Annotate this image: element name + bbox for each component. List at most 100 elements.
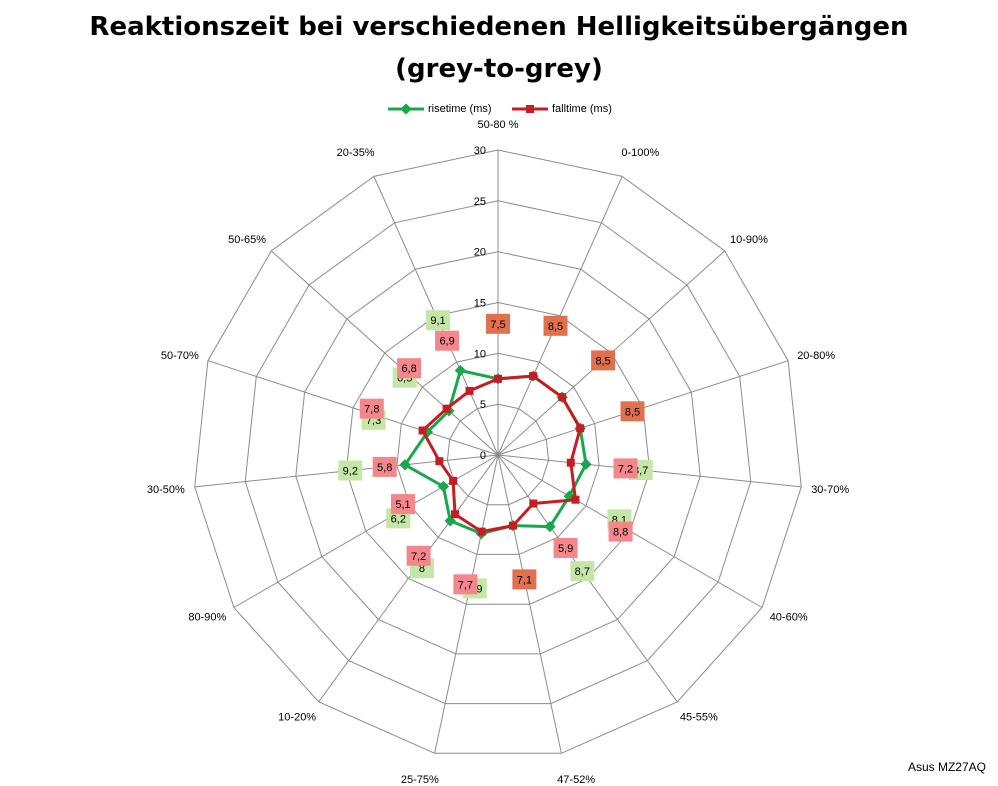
category-label: 50-65% xyxy=(228,234,266,246)
category-label: 30-70% xyxy=(811,484,849,496)
data-point xyxy=(558,393,567,402)
data-point xyxy=(399,459,411,471)
data-label: 8 xyxy=(419,563,425,575)
data-label: 7,5 xyxy=(490,319,505,331)
data-label: 9,1 xyxy=(430,315,445,327)
footer-label: Asus MZ27AQ xyxy=(907,760,986,774)
data-point xyxy=(449,476,458,485)
data-label-bg xyxy=(613,458,638,479)
data-label: 7,2 xyxy=(411,551,426,563)
data-point xyxy=(465,386,474,395)
grid-spoke xyxy=(270,250,499,456)
data-label-bg xyxy=(338,460,363,481)
data-label-bg xyxy=(372,456,397,477)
data-point xyxy=(451,510,459,519)
data-label: 8,7 xyxy=(575,566,590,578)
data-point xyxy=(571,495,580,504)
data-label-bg xyxy=(359,398,384,419)
grid-spoke xyxy=(318,454,499,703)
data-label-bg xyxy=(435,330,460,351)
category-label: 10-20% xyxy=(278,711,316,723)
data-label: 7,1 xyxy=(517,574,532,586)
data-label-bg xyxy=(608,521,633,542)
category-label: 80-90% xyxy=(188,612,226,624)
chart-title: Reaktionszeit bei verschiedenen Helligke… xyxy=(89,12,909,42)
tick-label: 5 xyxy=(480,399,486,411)
data-label: 5,9 xyxy=(558,543,573,555)
tick-label: 30 xyxy=(474,145,486,157)
data-label: 6,9 xyxy=(439,336,454,348)
data-point xyxy=(442,404,451,413)
data-point xyxy=(580,458,592,470)
category-label: 25-75% xyxy=(401,774,439,786)
category-label: 45-55% xyxy=(680,711,718,723)
data-label: 8,5 xyxy=(548,321,563,333)
data-point xyxy=(529,372,538,381)
tick-label: 0 xyxy=(480,450,486,462)
data-label: 6,2 xyxy=(391,513,406,525)
data-label: 7,8 xyxy=(364,404,379,416)
data-label: 7,7 xyxy=(458,579,473,591)
data-label-bg xyxy=(486,313,510,334)
data-label: 8,5 xyxy=(625,406,640,418)
legend-label-falltime: falltime (ms) xyxy=(552,103,612,115)
data-label-bg xyxy=(426,310,450,331)
grid-ring-6 xyxy=(194,149,802,754)
chart-subtitle: (grey-to-grey) xyxy=(395,54,603,84)
data-label-bg xyxy=(391,494,415,515)
category-label: 50-80 % xyxy=(478,119,519,131)
data-label-bg xyxy=(553,538,578,558)
category-label: 40-60% xyxy=(770,612,808,624)
data-point xyxy=(454,364,467,377)
tick-label: 25 xyxy=(474,196,486,208)
category-label: 20-35% xyxy=(337,147,375,159)
category-label: 47-52% xyxy=(557,774,595,786)
data-point xyxy=(576,424,585,433)
category-label: 10-90% xyxy=(730,234,768,246)
data-point xyxy=(418,426,427,435)
data-label-bg xyxy=(512,569,537,590)
data-label-bg xyxy=(543,315,568,336)
data-point xyxy=(509,521,517,530)
data-label: 5,1 xyxy=(395,499,410,511)
data-point xyxy=(477,527,486,536)
grid-spoke xyxy=(434,454,499,754)
data-label: 5,8 xyxy=(377,462,392,474)
data-label-bg xyxy=(570,561,595,582)
tick-label: 20 xyxy=(474,247,486,259)
data-label-bg xyxy=(453,574,478,595)
legend-label-risetime: risetime (ms) xyxy=(428,103,492,115)
grid-ring-4 xyxy=(295,251,701,655)
data-label-bg xyxy=(620,401,645,422)
data-point xyxy=(494,374,502,383)
data-label-bg xyxy=(397,358,422,379)
data-label: 8,5 xyxy=(595,355,610,367)
data-label: 8,8 xyxy=(613,527,628,539)
data-point xyxy=(529,499,538,508)
legend-swatch-falltime xyxy=(512,105,548,113)
data-label: 9,2 xyxy=(343,466,358,478)
data-label-bg xyxy=(406,545,431,566)
category-label: 20-80% xyxy=(797,350,835,362)
category-label: 0-100% xyxy=(621,147,659,159)
data-label: 6,8 xyxy=(401,363,416,375)
grid-spoke xyxy=(207,360,499,456)
tick-label: 15 xyxy=(474,298,486,310)
data-point xyxy=(566,458,575,467)
data-point xyxy=(435,457,444,466)
grid-ring-3 xyxy=(345,301,651,605)
series-line-1 xyxy=(421,374,582,534)
grid-spoke xyxy=(497,454,562,754)
grid-ring-1 xyxy=(446,403,550,506)
grid-ring-5 xyxy=(244,200,752,705)
tick-label: 10 xyxy=(474,348,486,360)
data-label-bg xyxy=(591,350,616,371)
data-point xyxy=(544,520,556,533)
data-point xyxy=(437,480,450,493)
legend-swatch-risetime xyxy=(388,103,424,115)
category-label: 30-50% xyxy=(147,484,185,496)
data-label: 7,2 xyxy=(618,463,633,475)
grid-spoke xyxy=(497,176,623,456)
